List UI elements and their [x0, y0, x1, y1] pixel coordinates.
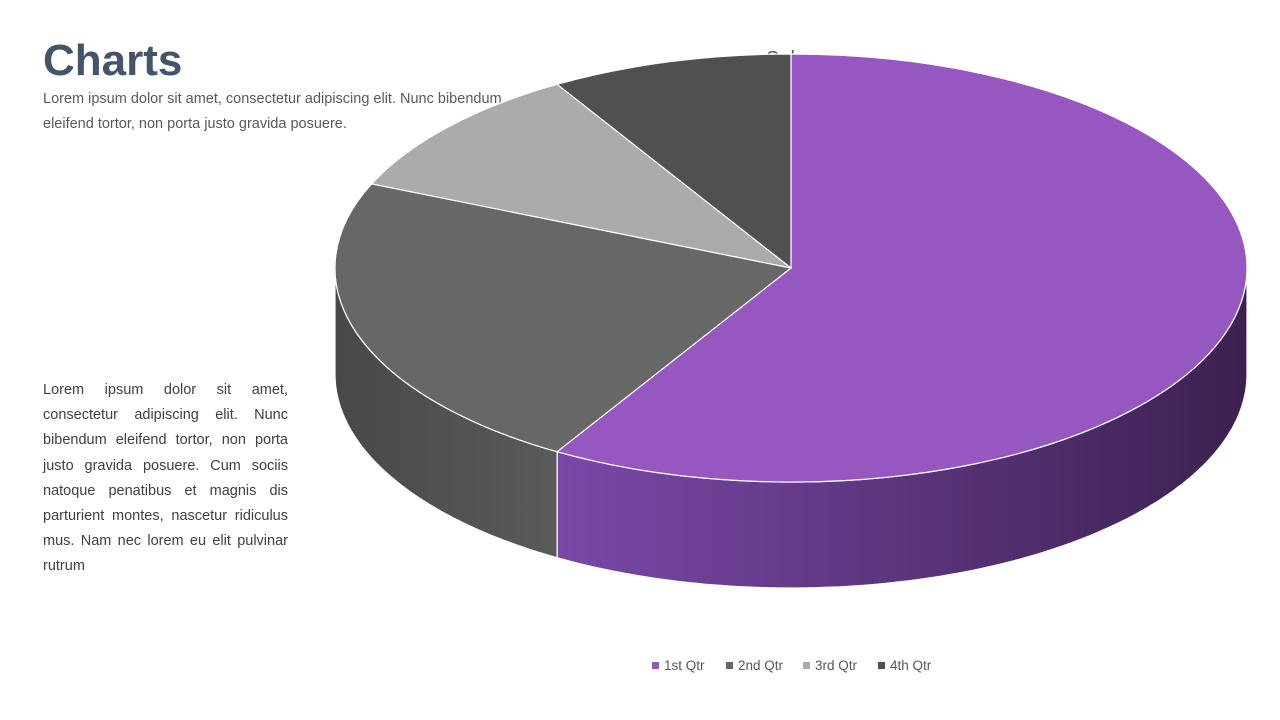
pie-slice-1st-qtr[interactable] [555, 53, 1248, 483]
pie-slice-3rd-qtr[interactable] [370, 83, 792, 269]
legend-label-2nd-qtr: 2nd Qtr [738, 658, 784, 673]
pie-slice-4th-qtr[interactable] [555, 53, 792, 270]
legend-label-3rd-qtr: 3rd Qtr [815, 658, 858, 673]
legend-swatch-4th-qtr [878, 662, 885, 669]
legend-swatch-2nd-qtr [726, 662, 733, 669]
chart-legend: 1st Qtr 2nd Qtr 3rd Qtr 4th Qtr [652, 658, 932, 673]
legend-swatch-1st-qtr [652, 662, 659, 669]
pie-slice-2nd-qtr[interactable] [334, 183, 793, 453]
legend-label-1st-qtr: 1st Qtr [664, 658, 705, 673]
intro-text: Lorem ipsum dolor sit amet, consectetur … [43, 91, 502, 132]
legend-label-4th-qtr: 4th Qtr [890, 658, 932, 673]
slide-title: Charts [43, 36, 183, 85]
legend-swatch-3rd-qtr [803, 662, 810, 669]
body-text: Lorem ipsum dolor sit amet, consectetur … [43, 382, 288, 575]
